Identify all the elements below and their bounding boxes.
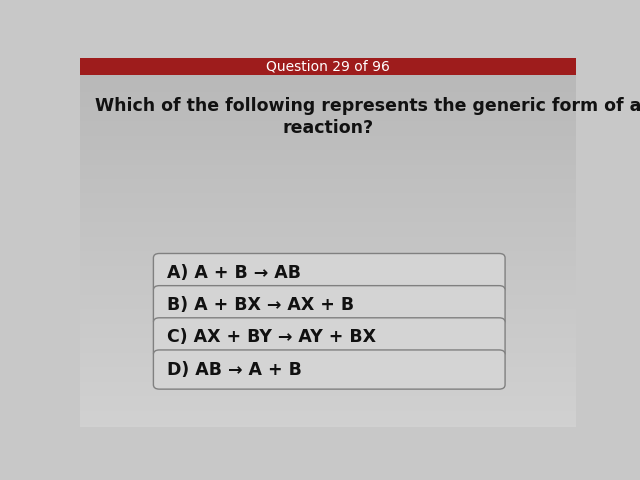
FancyBboxPatch shape (154, 350, 505, 389)
Text: D) AB → A + B: D) AB → A + B (167, 360, 301, 379)
Text: A) A + B → AB: A) A + B → AB (167, 264, 301, 282)
Text: reaction?: reaction? (282, 119, 374, 137)
Text: B) A + BX → AX + B: B) A + BX → AX + B (167, 296, 354, 314)
FancyBboxPatch shape (154, 318, 505, 357)
Bar (80, 58, 576, 74)
FancyBboxPatch shape (154, 253, 505, 293)
Text: Which of the following represents the generic form of a double-displacement: Which of the following represents the ge… (95, 96, 640, 115)
Text: Question 29 of 96: Question 29 of 96 (266, 59, 390, 73)
FancyBboxPatch shape (154, 286, 505, 325)
Text: C) AX + BY → AY + BX: C) AX + BY → AY + BX (167, 328, 376, 347)
